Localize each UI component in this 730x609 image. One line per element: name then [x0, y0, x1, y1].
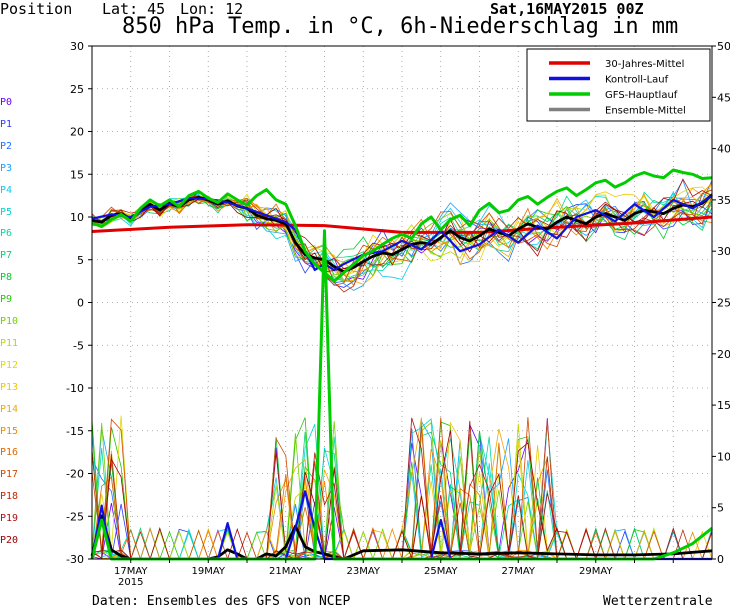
y-left-tick-label: 25	[70, 83, 84, 96]
member-precip-p20	[91, 430, 712, 560]
member-precip-p14	[91, 417, 712, 561]
member-label-p17: P17	[0, 469, 19, 481]
legend-label: Ensemble-Mittel	[605, 106, 686, 117]
series-ensemble-mittel-niederschlag	[90, 514, 713, 561]
member-precip-p1	[91, 431, 712, 560]
y-left-tick-label: -20	[66, 468, 84, 481]
member-precip-p9	[91, 417, 712, 561]
x-tick-label: 2015	[118, 577, 143, 588]
member-precip-p5	[91, 418, 713, 560]
x-tick-label: 27MAY	[501, 566, 535, 577]
y-right-tick-label: 50	[717, 40, 730, 53]
member-label-p10: P10	[0, 316, 19, 327]
position-label: Position	[0, 0, 73, 18]
y-right-tick-label: 5	[717, 502, 724, 515]
member-precip-p17	[91, 417, 712, 560]
member-label-p1: P1	[0, 118, 13, 130]
member-precip-p4	[91, 431, 712, 560]
series-gfs-hauptlauf	[91, 168, 713, 283]
member-precip-p12	[91, 415, 712, 560]
legend-label: Kontroll-Lauf	[605, 75, 669, 86]
x-tick-label: 21MAY	[269, 566, 303, 577]
series-line	[90, 514, 713, 561]
member-label-p0: P0	[0, 97, 13, 108]
member-label-p9: P9	[0, 294, 13, 306]
member-line-p17	[91, 195, 713, 286]
member-line-p19	[91, 178, 713, 270]
member-label-p7: P7	[0, 250, 13, 262]
x-tick-label: 25MAY	[424, 566, 458, 577]
latitude-label: Lat: 45	[102, 0, 166, 18]
member-precip-p19	[91, 417, 713, 561]
member-label-p12: P12	[0, 359, 19, 371]
chart-legend: 30-Jahres-Mittel Kontroll-Lauf GFS-Hauptla…	[526, 48, 711, 122]
member-label-p19: P19	[0, 513, 19, 525]
member-precip-p8	[91, 430, 712, 561]
member-label-p3: P3	[0, 162, 13, 174]
member-label-p6: P6	[0, 228, 13, 240]
member-label-p14: P14	[0, 403, 19, 415]
y-left-tick-label: 0	[77, 297, 84, 310]
y-left-tick-label: -15	[66, 425, 84, 438]
member-label-p13: P13	[0, 381, 19, 393]
member-label-p8: P8	[0, 272, 13, 284]
member-precip-p7	[91, 431, 712, 561]
run-time-label: Sat,16MAY2015 00Z	[490, 0, 644, 18]
member-precip-p0	[91, 418, 712, 560]
y-right-tick-label: 10	[717, 450, 730, 463]
y-left-tick-label: 5	[77, 254, 84, 267]
y-left-tick-label: 15	[70, 168, 84, 181]
member-label-p11: P11	[0, 337, 19, 349]
series-gfs-hauptlauf-niederschlag	[90, 229, 713, 561]
y-right-tick-label: 15	[717, 399, 730, 412]
chart-title: 850 hPa Temp. in °C, 6h-Niederschlag in …	[122, 14, 679, 39]
longitude-label: Lon: 12	[180, 0, 244, 18]
member-label-p4: P4	[0, 184, 13, 196]
member-precip-p13	[91, 421, 713, 560]
member-label-p5: P5	[0, 206, 13, 218]
brand-label: Wetterzentrale	[603, 594, 713, 609]
member-label-p2: P2	[0, 140, 13, 152]
y-right-tick-label: 40	[717, 143, 730, 156]
legend-label: 30-Jahres-Mittel	[605, 59, 684, 70]
y-left-tick-label: -30	[66, 553, 84, 566]
series-line	[90, 229, 713, 561]
y-left-tick-label: -10	[66, 382, 84, 395]
y-right-tick-label: 30	[717, 245, 730, 258]
member-label-p20: P20	[0, 535, 19, 546]
y-right-tick-label: 20	[717, 348, 730, 361]
y-left-tick-label: -5	[73, 339, 84, 352]
member-label-p15: P15	[0, 425, 19, 437]
member-precip-p2	[91, 428, 713, 560]
series-line	[91, 194, 713, 272]
chart-grid	[92, 46, 712, 559]
y-left-tick-label: 20	[70, 126, 84, 139]
y-right-tick-label: 25	[717, 297, 730, 310]
x-tick-label: 19MAY	[191, 566, 225, 577]
y-left-tick-label: 30	[70, 40, 84, 53]
y-left-tick-label: -25	[66, 510, 84, 523]
legend-label: GFS-Hauptlauf	[605, 90, 678, 101]
x-tick-label: 17MAY	[114, 566, 148, 577]
series-30-jahres-mittel	[91, 215, 713, 234]
x-tick-label: 23MAY	[346, 566, 380, 577]
y-right-tick-label: 0	[717, 553, 724, 566]
x-tick-label: 29MAY	[579, 566, 613, 577]
member-label-p16: P16	[0, 447, 19, 459]
y-right-tick-label: 45	[717, 91, 730, 104]
y-right-tick-label: 35	[717, 194, 730, 207]
member-label-p18: P18	[0, 491, 19, 503]
chart-axes: 302520151050-5-10-15-20-25-3050454035302…	[66, 40, 730, 588]
data-source-label: Daten: Ensembles des GFS von NCEP	[92, 594, 351, 609]
y-left-tick-label: 10	[70, 211, 84, 224]
